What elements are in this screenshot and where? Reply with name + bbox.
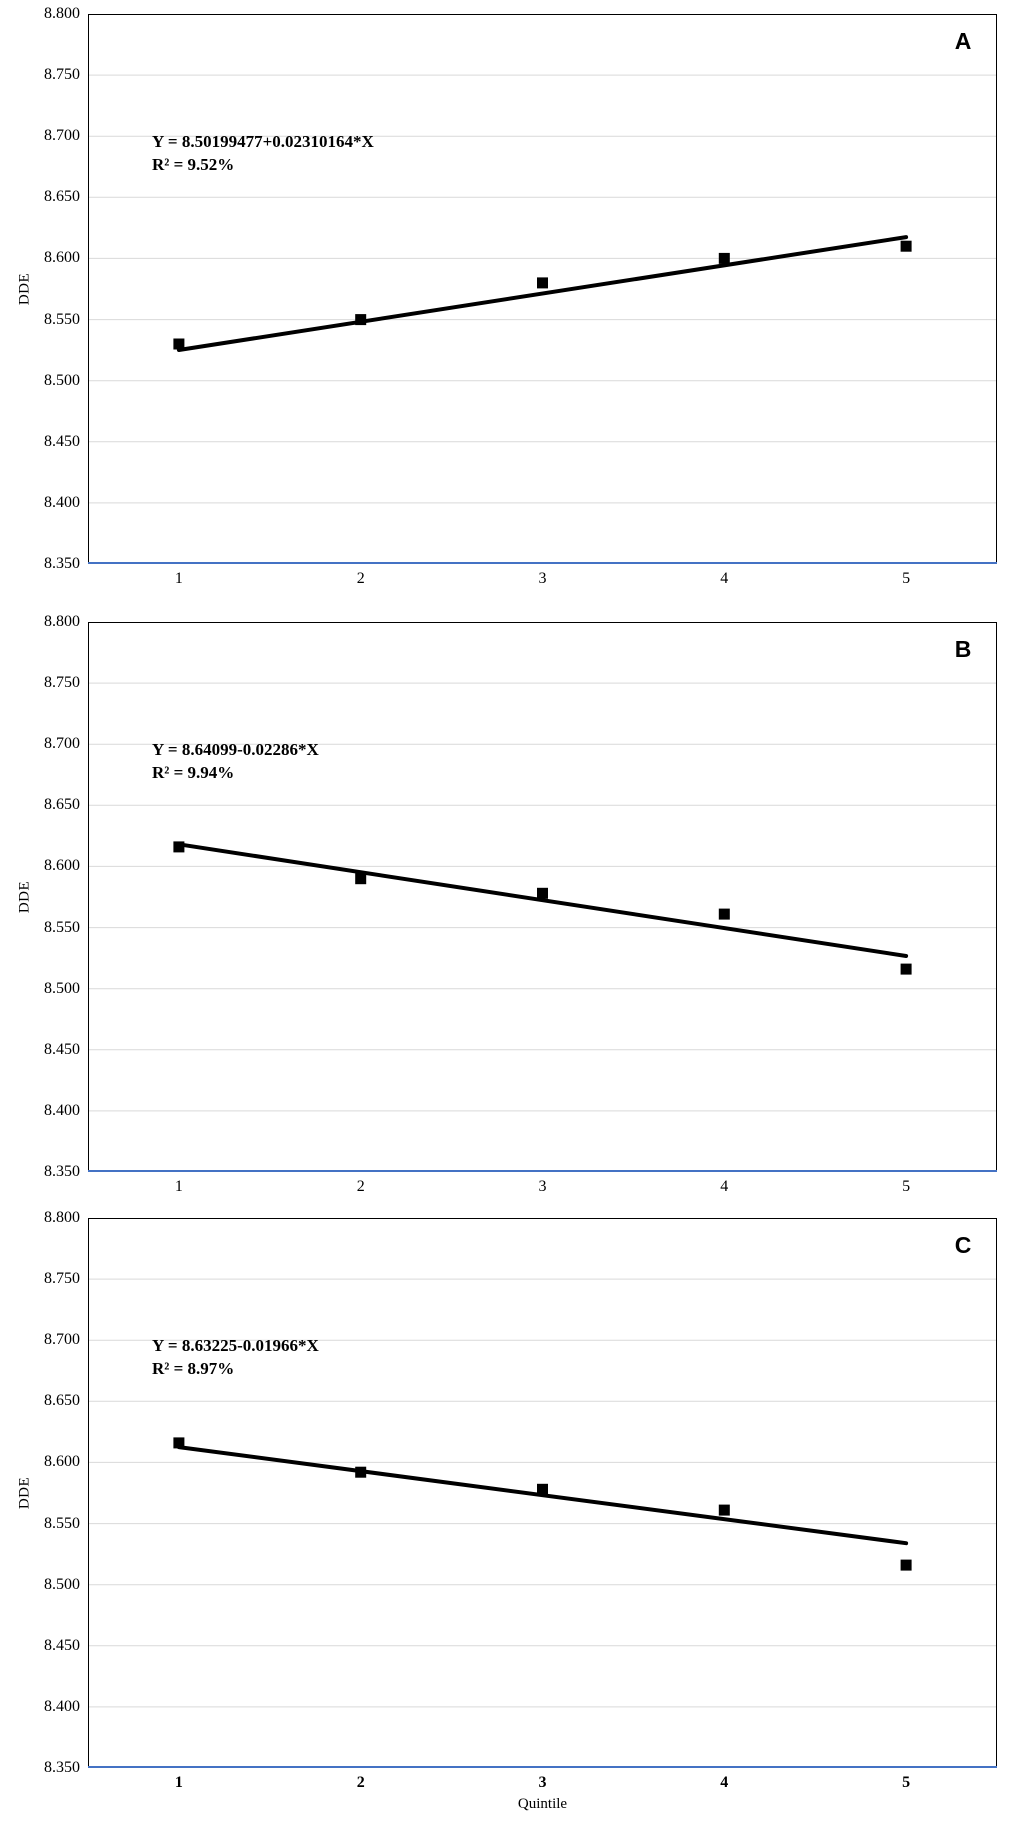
y-tick-label: 8.400	[44, 1697, 80, 1715]
y-tick-label: 8.600	[44, 249, 80, 267]
y-tick-label: 8.550	[44, 1514, 80, 1532]
y-tick-label: 8.800	[44, 5, 80, 22]
y-tick-label: 8.450	[44, 432, 80, 450]
y-tick-label: 8.650	[44, 188, 80, 206]
data-point-marker	[900, 1559, 912, 1571]
x-tick-label: 3	[538, 1774, 547, 1791]
y-tick-label: 8.750	[44, 674, 80, 692]
y-axis-title: DDE	[16, 880, 33, 914]
data-point-marker	[537, 887, 548, 899]
x-tick-label: 5	[902, 570, 911, 587]
plot-area	[88, 14, 997, 564]
y-tick-label: 8.600	[44, 1453, 80, 1471]
x-tick-label: 3	[538, 1178, 547, 1195]
panel-letter: B	[954, 636, 972, 662]
data-point-marker	[355, 873, 367, 885]
trendline-equation: Y = 8.63225-0.01966*X	[152, 1336, 319, 1355]
y-tick-label: 8.800	[44, 613, 80, 630]
data-point-marker	[900, 963, 912, 975]
chart-panel-a: DDE 8.800 8.750 8.700 8.650 8.600 8.550 8.500 8…	[0, 0, 1012, 608]
y-tick-label: 8.500	[44, 371, 80, 389]
data-point-marker	[718, 252, 730, 264]
y-tick-label: 8.650	[44, 1392, 80, 1410]
y-axis-title: DDE	[16, 1476, 33, 1510]
x-tick-label: 3	[538, 570, 547, 587]
plot-area	[88, 1218, 997, 1768]
y-tick-label: 8.700	[44, 127, 80, 145]
y-tick-label: 8.750	[44, 1270, 80, 1288]
chart-panel-c: DDE 8.800 8.750 8.700 8.650 8.600 8.550 8.500 8…	[0, 1204, 1012, 1812]
data-point-marker	[537, 277, 548, 289]
trendline-equation: Y = 8.50199477+0.02310164*X	[152, 132, 374, 151]
x-tick-label: 1	[174, 1178, 183, 1195]
r-squared-value: R² = 9.52%	[152, 155, 235, 174]
data-point-marker	[718, 908, 730, 920]
x-tick-label: 1	[174, 570, 183, 587]
y-tick-label: 8.700	[44, 1331, 80, 1349]
y-tick-label: 8.350	[44, 1759, 80, 1776]
data-point-marker	[900, 240, 912, 252]
trendline	[176, 235, 909, 352]
x-tick-label: 4	[720, 1774, 729, 1791]
x-tick-label: 4	[720, 570, 729, 587]
y-tick-label: 8.500	[44, 979, 80, 997]
r-squared-value: R² = 9.94%	[152, 763, 235, 782]
y-tick-label: 8.450	[44, 1636, 80, 1654]
x-tick-label: 5	[902, 1774, 911, 1791]
data-point-marker	[173, 1437, 185, 1449]
y-tick-label: 8.550	[44, 918, 80, 936]
panel-letter: A	[954, 28, 972, 54]
y-tick-label: 8.500	[44, 1575, 80, 1593]
y-tick-label: 8.450	[44, 1040, 80, 1058]
y-tick-label: 8.400	[44, 1101, 80, 1119]
x-tick-label: 2	[356, 570, 365, 587]
panel-letter: C	[954, 1232, 972, 1258]
y-tick-label: 8.350	[44, 555, 80, 572]
plot-area	[88, 622, 997, 1172]
trendline-annotation: Y = 8.63225-0.01966*X R² = 8.97%	[152, 1334, 319, 1380]
y-tick-label: 8.350	[44, 1163, 80, 1180]
y-tick-label: 8.650	[44, 796, 80, 814]
data-point-marker	[537, 1483, 548, 1495]
chart-panel-b: DDE 8.800 8.750 8.700 8.650 8.600 8.550 8.500 8…	[0, 608, 1012, 1216]
x-tick-label: 2	[356, 1178, 365, 1195]
r-squared-value: R² = 8.97%	[152, 1359, 235, 1378]
y-tick-label: 8.700	[44, 735, 80, 753]
x-tick-label: 1	[174, 1774, 183, 1791]
y-tick-label: 8.550	[44, 310, 80, 328]
data-point-marker	[173, 338, 185, 350]
y-tick-label: 8.800	[44, 1209, 80, 1226]
y-tick-label: 8.400	[44, 493, 80, 511]
trendline	[176, 842, 909, 958]
y-axis-title: DDE	[16, 272, 33, 306]
trendline	[176, 1445, 909, 1546]
x-tick-label: 2	[356, 1774, 365, 1791]
data-point-marker	[718, 1504, 730, 1516]
data-point-marker	[355, 1466, 367, 1478]
trendline-equation: Y = 8.64099-0.02286*X	[152, 740, 319, 759]
data-point-marker	[355, 314, 367, 326]
data-point-marker	[173, 841, 185, 853]
x-tick-label: 4	[720, 1178, 729, 1195]
x-tick-label: 5	[902, 1178, 911, 1195]
y-tick-label: 8.750	[44, 66, 80, 84]
y-tick-label: 8.600	[44, 857, 80, 875]
trendline-annotation: Y = 8.64099-0.02286*X R² = 9.94%	[152, 738, 319, 784]
x-axis-title: Quintile	[517, 1796, 568, 1812]
trendline-annotation: Y = 8.50199477+0.02310164*X R² = 9.52%	[152, 130, 374, 176]
plot-border	[88, 14, 997, 564]
